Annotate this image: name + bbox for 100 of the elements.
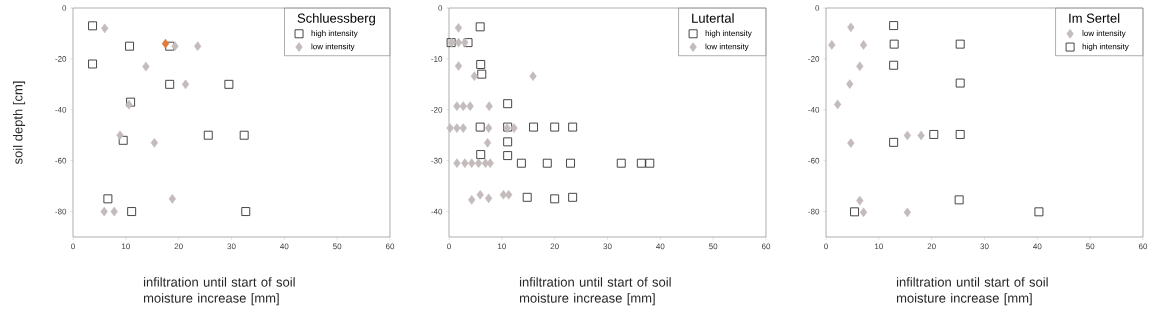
x-tick-label: 60 <box>761 243 771 250</box>
point <box>459 101 467 112</box>
point <box>88 21 98 31</box>
legend-label: low intensity <box>1082 30 1126 38</box>
y-axis-title: soil depth [cm] <box>12 81 26 165</box>
point <box>468 158 476 169</box>
point <box>463 38 473 48</box>
point <box>453 101 461 112</box>
x-axis-title: infiltration until start of soil moisture increase [mm] <box>896 277 1048 306</box>
point <box>503 99 513 109</box>
point <box>484 193 493 204</box>
y-tick-label: -20 <box>55 56 67 62</box>
point <box>889 60 899 70</box>
legend-label: low intensity <box>705 43 749 51</box>
point <box>828 40 836 50</box>
x-tick-label: 10 <box>875 243 883 250</box>
point <box>454 61 463 71</box>
legend-title: Lutertal <box>692 13 734 23</box>
point <box>239 130 249 140</box>
point <box>484 123 493 133</box>
point <box>466 101 474 112</box>
x-tick-label: 20 <box>550 243 559 250</box>
y-tick-label: -80 <box>55 208 67 215</box>
y-tick-label: -10 <box>431 56 443 62</box>
point <box>475 22 485 32</box>
point <box>917 130 925 141</box>
legend-label: high intensity <box>311 30 358 38</box>
point <box>529 122 538 132</box>
point <box>483 138 492 148</box>
point <box>833 99 842 110</box>
point <box>241 207 251 217</box>
point <box>542 158 552 168</box>
point <box>453 123 461 133</box>
point <box>461 37 469 48</box>
point <box>847 138 855 148</box>
x-tick-label: 0 <box>447 243 451 250</box>
x-tick-label: 20 <box>174 243 183 250</box>
x-axis-title: infiltration until start of soil moisture increase [mm] <box>143 277 295 306</box>
x-tick-label: 10 <box>122 243 130 250</box>
y-tick-label: -40 <box>55 106 67 113</box>
point <box>459 123 467 133</box>
point <box>954 195 964 205</box>
point <box>476 189 484 200</box>
point <box>568 192 578 202</box>
point <box>485 101 493 112</box>
point <box>859 207 868 218</box>
x-tick-label: 30 <box>980 243 989 250</box>
x-tick-label: 0 <box>71 243 75 250</box>
point <box>161 38 170 49</box>
point <box>165 41 175 51</box>
point <box>550 194 560 204</box>
point <box>446 123 454 133</box>
point <box>101 23 109 34</box>
point <box>616 158 626 168</box>
y-tick-label: -60 <box>808 157 820 164</box>
point <box>125 41 134 51</box>
point <box>468 195 476 205</box>
point <box>454 23 463 33</box>
point <box>127 207 137 217</box>
point <box>88 59 98 69</box>
point <box>505 189 513 200</box>
point <box>194 41 202 51</box>
legend-title: Im Sertel <box>1069 13 1120 23</box>
point <box>165 79 175 89</box>
point <box>903 130 912 141</box>
point <box>856 61 864 72</box>
point <box>224 79 234 89</box>
point <box>903 207 912 218</box>
point <box>1034 207 1044 217</box>
y-tick-label: 0 <box>438 5 443 11</box>
point <box>850 207 859 217</box>
point <box>529 71 537 81</box>
point <box>116 130 124 141</box>
point <box>171 41 179 51</box>
legend-title: Schluessberg <box>297 13 375 26</box>
point <box>955 78 965 88</box>
point <box>889 137 899 147</box>
point <box>510 123 518 133</box>
y-tick-label: -60 <box>55 157 67 164</box>
point <box>470 71 479 81</box>
x-tick-label: 40 <box>280 243 289 250</box>
point <box>100 206 108 217</box>
point <box>846 79 854 89</box>
y-tick-label: -40 <box>808 106 820 113</box>
point <box>856 195 864 206</box>
point <box>110 206 118 217</box>
x-tick-label: 10 <box>498 243 506 250</box>
x-tick-label: 40 <box>656 243 665 250</box>
y-tick-label: -40 <box>431 208 443 215</box>
point <box>929 130 939 139</box>
x-tick-label: 50 <box>709 243 718 250</box>
point <box>475 122 485 132</box>
x-tick-label: 60 <box>385 243 395 250</box>
x-tick-label: 20 <box>927 243 936 250</box>
point <box>566 158 575 168</box>
legend-label: high intensity <box>705 30 752 38</box>
point <box>203 130 213 140</box>
point <box>568 122 578 132</box>
point <box>955 39 965 49</box>
x-tick-label: 30 <box>227 243 236 250</box>
